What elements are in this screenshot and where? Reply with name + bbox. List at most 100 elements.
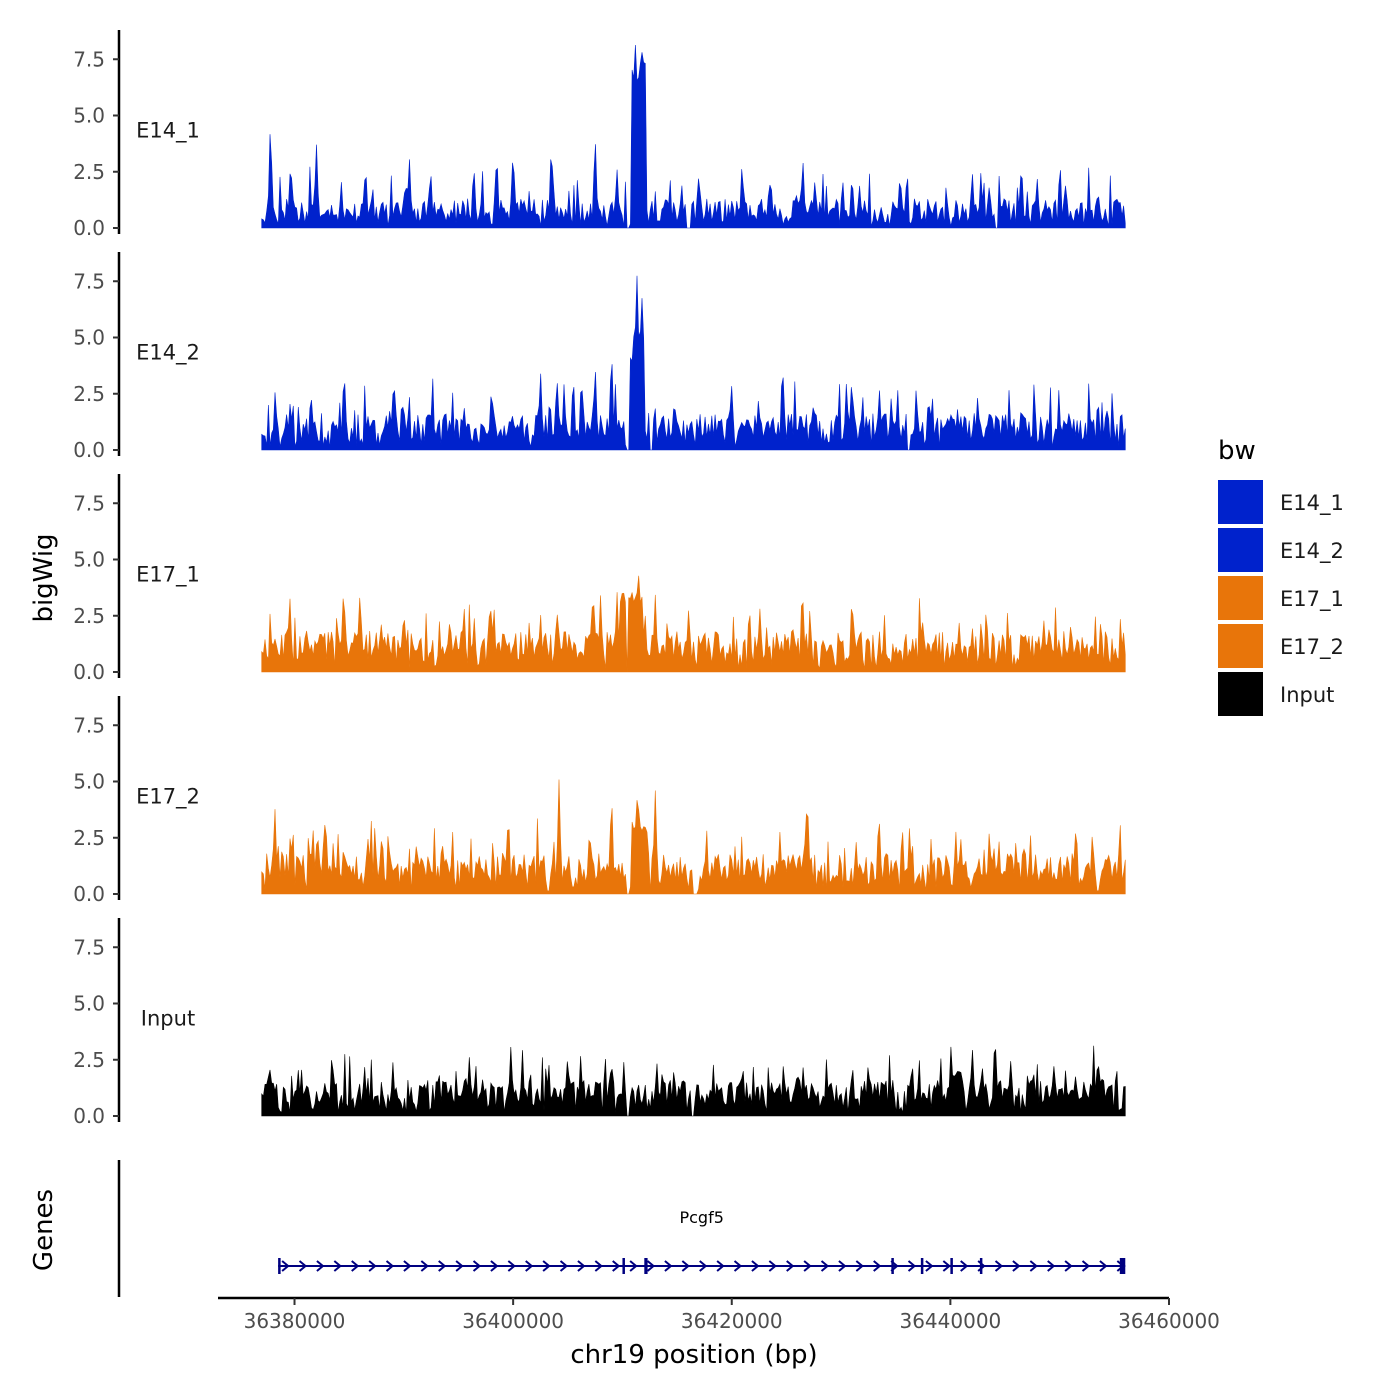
- strand-arrow: [873, 1260, 882, 1272]
- strand-arrow: [1047, 1260, 1056, 1272]
- strand-arrow: [403, 1260, 412, 1272]
- gene-exon: [644, 1258, 648, 1274]
- strand-arrow: [907, 1260, 917, 1272]
- x-tick-label: 36440000: [899, 1309, 1001, 1333]
- strand-arrow: [507, 1260, 516, 1272]
- signal-area-E17_1: [261, 575, 1126, 673]
- y-tick-label: 2.5: [73, 382, 105, 406]
- gene-exon: [278, 1258, 281, 1274]
- strand-arrow: [733, 1260, 743, 1272]
- y-tick-label: 7.5: [73, 491, 105, 515]
- gene-exon: [622, 1258, 625, 1274]
- legend: bw E14_1 E14_2 E17_1 E17_2 Input: [1218, 436, 1344, 716]
- y-axis-title: bigWig: [29, 533, 59, 622]
- track-E17_2: 0.0 2.5 5.0 7.5 E17_2: [73, 696, 1126, 906]
- strand-arrow: [490, 1260, 499, 1272]
- y-tick-label: 5.0: [73, 104, 105, 128]
- signal-area-Input: [261, 1045, 1126, 1117]
- strand-arrow: [786, 1260, 795, 1272]
- strand-arrow: [1029, 1260, 1038, 1272]
- strand-arrow: [925, 1260, 934, 1272]
- track-label: E17_1: [136, 563, 200, 588]
- strand-arrow: [681, 1260, 690, 1272]
- strand-arrow: [612, 1260, 621, 1272]
- track-label: E14_1: [136, 119, 200, 144]
- strand-arrow: [316, 1260, 325, 1272]
- strand-arrow: [1064, 1260, 1073, 1272]
- legend-swatch: [1218, 624, 1263, 668]
- legend-swatch: [1218, 672, 1263, 716]
- y-tick-label: 7.5: [73, 935, 105, 959]
- x-axis-title: chr19 position (bp): [570, 1340, 817, 1370]
- strand-arrow: [1081, 1260, 1091, 1272]
- y-tick-label: 5.0: [73, 326, 105, 350]
- strand-arrow: [820, 1260, 830, 1272]
- strand-arrow: [368, 1260, 377, 1272]
- strand-arrow: [838, 1260, 847, 1272]
- strand-arrow: [438, 1260, 447, 1272]
- legend-swatch: [1218, 528, 1263, 572]
- strand-arrow: [281, 1260, 290, 1272]
- legend-label: E17_2: [1280, 635, 1344, 660]
- legend-label: E17_1: [1280, 587, 1344, 612]
- x-axis: 36380000 36400000 36420000 36440000 36460000: [218, 1296, 1220, 1333]
- gene-track: Pcgf5: [117, 1160, 1126, 1297]
- y-tick-label: 2.5: [73, 826, 105, 850]
- gene-label: Pcgf5: [679, 1208, 723, 1227]
- strand-arrow: [594, 1260, 603, 1272]
- y-tick-label: 0.0: [73, 882, 105, 906]
- strand-arrow: [559, 1260, 569, 1272]
- legend-item: E14_2: [1218, 528, 1344, 572]
- y-tick-label: 0.0: [73, 438, 105, 462]
- strand-arrow: [960, 1260, 969, 1272]
- strand-arrow: [646, 1260, 656, 1272]
- strand-arrow: [942, 1260, 951, 1272]
- y-tick-label: 7.5: [73, 713, 105, 737]
- signal-area-E14_2: [261, 275, 1126, 451]
- strand-arrow: [994, 1260, 1004, 1272]
- strand-arrow: [420, 1260, 429, 1272]
- strand-arrow: [751, 1260, 760, 1272]
- gene-exon: [1119, 1258, 1126, 1274]
- gene-exon: [891, 1258, 894, 1274]
- x-tick-label: 36400000: [462, 1309, 564, 1333]
- strand-arrow: [298, 1260, 308, 1272]
- strand-arrow: [577, 1260, 586, 1272]
- y-tick-label: 0.0: [73, 660, 105, 684]
- strand-arrow: [855, 1260, 864, 1272]
- track-label: E14_2: [136, 341, 200, 366]
- strand-arrow: [664, 1260, 673, 1272]
- gene-Pcgf5: Pcgf5: [278, 1208, 1126, 1274]
- strand-arrow: [1099, 1260, 1108, 1272]
- track-E17_1: 0.0 2.5 5.0 7.5 E17_1: [73, 474, 1126, 684]
- x-tick-label: 36420000: [681, 1309, 783, 1333]
- track-label: Input: [141, 1007, 195, 1031]
- y-tick-label: 2.5: [73, 604, 105, 628]
- track-E14_2: 0.0 2.5 5.0 7.5 E14_2: [73, 252, 1126, 462]
- x-tick-label: 36460000: [1118, 1309, 1220, 1333]
- y-tick-label: 7.5: [73, 269, 105, 293]
- legend-label: E14_1: [1280, 491, 1344, 516]
- y-tick-label: 5.0: [73, 548, 105, 572]
- signal-tracks: 0.0 2.5 5.0 7.5 E14_1 0.0 2.5 5.0 7.5 E14_2 0.0 2.5…: [73, 30, 1126, 1128]
- legend-swatch: [1218, 480, 1263, 524]
- y-tick-label: 5.0: [73, 992, 105, 1016]
- strand-arrow: [455, 1260, 464, 1272]
- track-label: E17_2: [136, 785, 200, 810]
- legend-item: E14_1: [1218, 480, 1344, 524]
- strand-arrow: [1012, 1260, 1021, 1272]
- legend-swatch: [1218, 576, 1263, 620]
- signal-area-E14_1: [261, 44, 1126, 229]
- signal-area-E17_2: [261, 779, 1126, 895]
- y-tick-label: 2.5: [73, 1048, 105, 1072]
- legend-item: Input: [1218, 672, 1334, 716]
- legend-title: bw: [1218, 436, 1256, 466]
- legend-label: E14_2: [1280, 539, 1344, 564]
- legend-item: E17_2: [1218, 624, 1344, 668]
- strand-arrow: [333, 1260, 342, 1272]
- strand-arrow: [385, 1260, 395, 1272]
- strand-arrow: [716, 1260, 725, 1272]
- y-tick-label: 0.0: [73, 1104, 105, 1128]
- strand-arrow: [351, 1260, 360, 1272]
